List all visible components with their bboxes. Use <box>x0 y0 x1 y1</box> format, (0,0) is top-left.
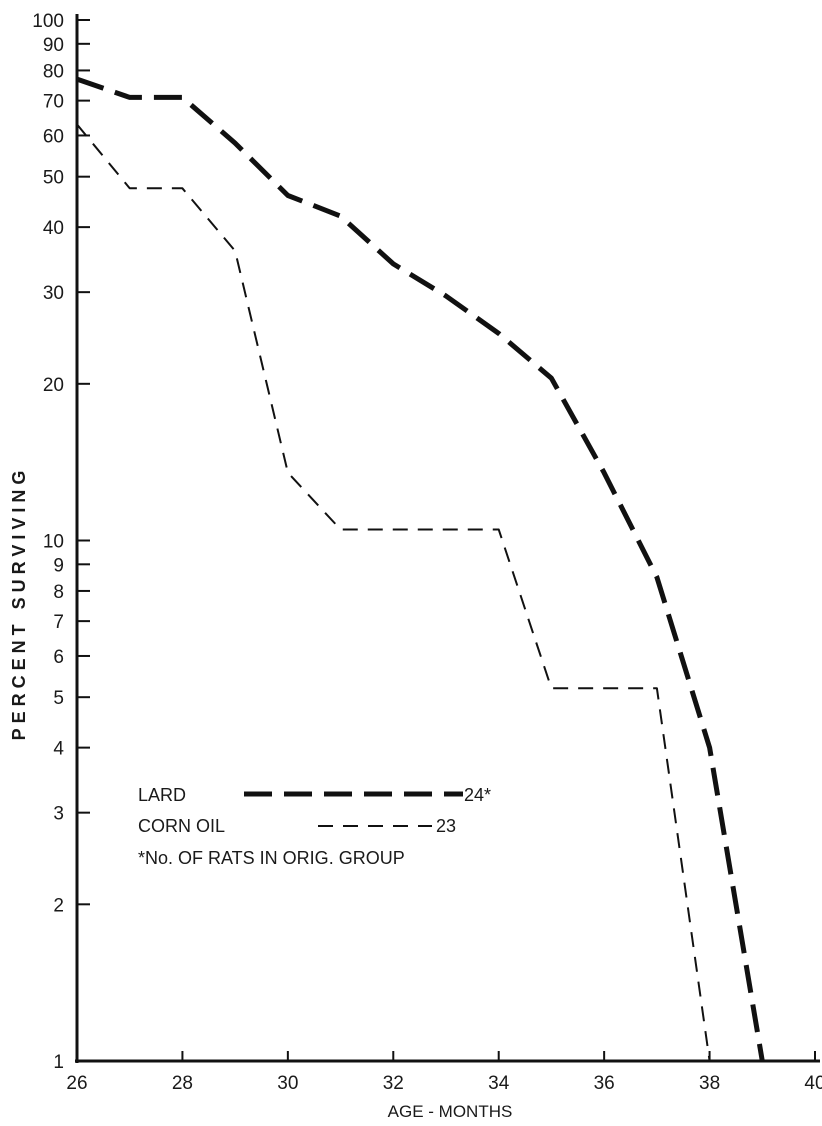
legend-label-lard: LARD <box>138 785 186 805</box>
legend-footnote: *No. OF RATS IN ORIG. GROUP <box>138 848 405 868</box>
y-tick-label: 4 <box>53 739 64 760</box>
y-tick-label: 80 <box>43 61 64 82</box>
y-tick-label: 60 <box>43 126 64 147</box>
x-ticks: 26 28 30 32 34 36 38 40 <box>66 1051 822 1094</box>
x-tick-label: 26 <box>66 1073 87 1094</box>
y-tick-label: 2 <box>53 895 64 916</box>
y-tick-label: 3 <box>53 804 64 825</box>
y-ticks: 1 2 3 4 5 6 7 8 910 20 30 40 50 60 70 80 90 100 <box>32 11 90 1073</box>
y-tick-label: 6 <box>53 647 64 668</box>
y-tick-label: 20 <box>43 375 64 396</box>
y-tick-label: 70 <box>43 92 64 113</box>
y-tick-label: 100 <box>32 11 64 32</box>
y-tick-label: 9 <box>53 555 64 576</box>
y-tick-label: 10 <box>43 532 64 553</box>
x-axis-title: AGE - MONTHS <box>388 1102 513 1121</box>
legend-count-corn-oil: 23 <box>436 816 456 836</box>
axes <box>75 14 820 1063</box>
y-tick-label: 7 <box>53 612 64 633</box>
y-tick-label: 8 <box>53 582 64 603</box>
legend-label-corn-oil: CORN OIL <box>138 816 225 836</box>
y-tick-label: 5 <box>53 688 64 709</box>
x-tick-label: 40 <box>804 1073 822 1094</box>
x-tick-label: 28 <box>172 1073 193 1094</box>
x-tick-label: 32 <box>383 1073 404 1094</box>
legend-count-lard: 24* <box>464 785 491 805</box>
x-tick-label: 36 <box>594 1073 615 1094</box>
y-tick-label: 90 <box>43 35 64 56</box>
y-tick-label: 50 <box>43 168 64 189</box>
y-tick-label: 1 <box>53 1052 64 1073</box>
series-line-corn-oil <box>76 123 711 1062</box>
x-tick-label: 30 <box>277 1073 298 1094</box>
x-tick-label: 38 <box>699 1073 720 1094</box>
legend: LARD 24* CORN OIL 23 *No. OF RATS IN ORI… <box>138 785 491 868</box>
series-lines <box>76 76 765 1062</box>
series-line-lard <box>76 76 765 1062</box>
y-tick-label: 40 <box>43 218 64 239</box>
y-axis-title: PERCENT SURVIVING <box>9 466 29 741</box>
y-tick-label: 30 <box>43 283 64 304</box>
x-tick-label: 34 <box>488 1073 510 1094</box>
